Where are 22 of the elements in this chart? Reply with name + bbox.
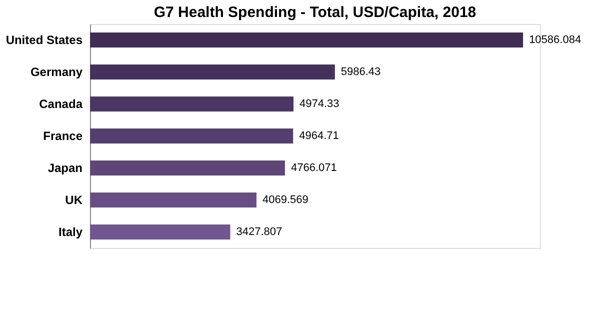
y-tick-label: United States <box>6 33 83 47</box>
bar <box>90 32 524 48</box>
data-label: 3427.807 <box>236 226 282 238</box>
bar <box>90 192 256 208</box>
y-tick-label: France <box>43 129 83 143</box>
y-tick-label: Italy <box>58 225 83 239</box>
data-label: 4766.071 <box>290 162 337 174</box>
bar <box>90 128 294 144</box>
bar <box>90 224 230 240</box>
data-label: 4974.33 <box>299 98 340 110</box>
y-tick-label: Canada <box>39 97 83 111</box>
y-tick-label: UK <box>65 193 83 207</box>
y-tick-label: Japan <box>48 161 82 175</box>
data-label: 10586.084 <box>529 34 582 46</box>
bar <box>90 160 285 176</box>
data-label: 5986.43 <box>340 66 381 78</box>
chart-title: G7 Health Spending - Total, USD/Capita, 2018 <box>154 4 476 21</box>
data-label: 4964.71 <box>299 130 339 142</box>
y-tick-label: Germany <box>30 65 83 79</box>
bar <box>90 64 335 80</box>
bar <box>90 96 294 112</box>
data-label: 4069.569 <box>262 194 308 206</box>
